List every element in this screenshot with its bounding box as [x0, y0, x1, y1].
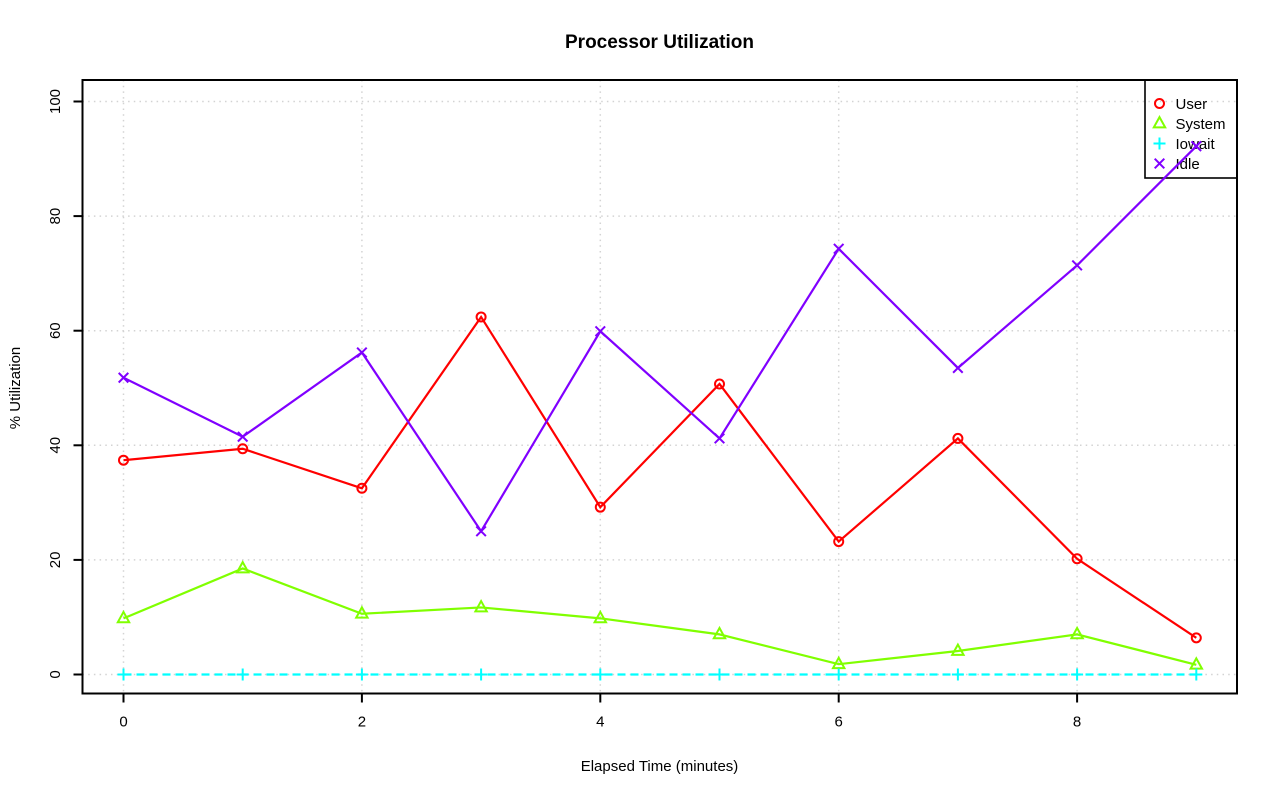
series-line-idle	[123, 145, 1198, 534]
triangle-marker-icon	[235, 560, 251, 574]
y-tick-label: 40	[47, 437, 64, 454]
x-tick-label: 0	[119, 714, 127, 731]
plus-marker-icon	[594, 668, 607, 681]
series-line-user	[123, 314, 1197, 639]
series-line-system	[123, 567, 1197, 666]
gridlines	[82, 80, 1237, 694]
plus-marker-icon	[832, 668, 845, 681]
y-tick-label: 60	[47, 322, 64, 339]
legend-item-system: System	[1152, 115, 1226, 133]
x-tick-label: 2	[358, 714, 366, 731]
triangle-marker-icon	[473, 598, 489, 613]
data-series	[116, 140, 1204, 681]
circle-marker-icon	[1071, 553, 1083, 565]
x-marker-icon	[713, 432, 726, 444]
triangle-marker-icon	[592, 609, 608, 624]
x-marker-icon	[356, 346, 368, 358]
circle-marker-icon	[833, 536, 845, 548]
x-tick-label: 8	[1073, 714, 1081, 731]
x-marker-icon	[1153, 157, 1166, 170]
legend-box	[1144, 79, 1238, 179]
y-tick-label: 100	[47, 89, 64, 114]
y-tick-label: 0	[47, 670, 64, 678]
circle-marker-icon	[237, 443, 249, 455]
circle-marker-icon	[714, 378, 725, 390]
plus-marker-icon	[951, 668, 964, 681]
y-tick-label: 20	[47, 552, 64, 569]
x-tick-label: 6	[835, 714, 843, 731]
triangle-marker-icon	[831, 655, 847, 670]
x-marker-icon	[475, 525, 487, 537]
circle-marker-icon	[1154, 98, 1165, 109]
plus-marker-icon	[1153, 137, 1166, 150]
plus-marker-icon	[713, 668, 726, 681]
x-marker-icon	[594, 325, 606, 337]
series-system	[116, 560, 1204, 670]
x-axis-label: Elapsed Time (minutes)	[581, 758, 739, 775]
y-tick-label: 80	[47, 208, 64, 225]
plus-marker-icon	[355, 668, 368, 681]
x-marker-icon	[952, 362, 964, 374]
triangle-marker-icon	[712, 625, 727, 640]
plus-marker-icon	[1071, 668, 1084, 681]
triangle-marker-icon	[950, 642, 966, 656]
x-marker-icon	[833, 243, 845, 255]
legend-item-iowait: Iowait	[1153, 136, 1216, 153]
circle-marker-icon	[118, 454, 129, 466]
triangle-marker-icon	[1188, 656, 1204, 670]
y-axis-label: % Utilization	[7, 347, 24, 430]
x-marker-icon	[1071, 259, 1083, 271]
plot-border	[81, 79, 1238, 695]
legend-label-user: User	[1176, 96, 1208, 113]
legend-label-system: System	[1176, 116, 1226, 133]
triangle-marker-icon	[116, 609, 131, 624]
chart-title: Processor Utilization	[565, 32, 754, 53]
plus-marker-icon	[117, 668, 130, 681]
circle-marker-icon	[475, 311, 487, 323]
legend-item-user: User	[1154, 96, 1208, 113]
x-marker-icon	[237, 431, 249, 443]
series-idle	[117, 140, 1202, 537]
circle-marker-icon	[952, 432, 964, 444]
series-iowait	[117, 668, 1203, 681]
triangle-marker-icon	[1152, 115, 1167, 129]
triangle-marker-icon	[354, 605, 370, 619]
plus-marker-icon	[475, 668, 488, 681]
circle-marker-icon	[594, 501, 606, 513]
x-marker-icon	[117, 372, 130, 384]
circle-marker-icon	[356, 482, 368, 494]
series-user	[118, 311, 1202, 644]
x-marker-icon	[1190, 140, 1202, 152]
x-tick-label: 4	[596, 714, 604, 731]
plus-marker-icon	[1190, 668, 1203, 681]
circle-marker-icon	[1190, 632, 1202, 644]
plus-marker-icon	[236, 668, 249, 681]
triangle-marker-icon	[1069, 625, 1085, 640]
